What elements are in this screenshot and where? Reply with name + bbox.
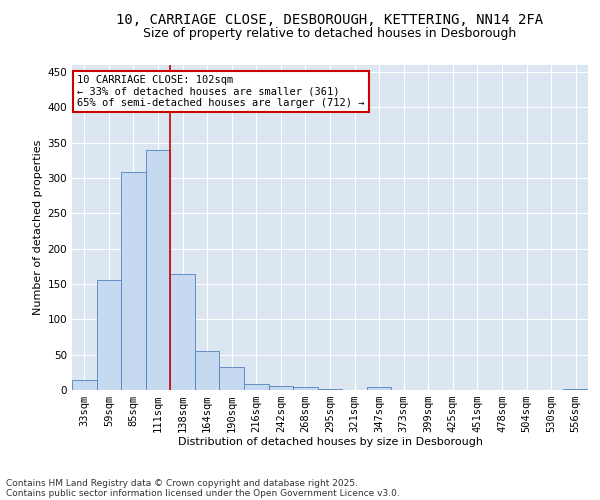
Text: 10, CARRIAGE CLOSE, DESBOROUGH, KETTERING, NN14 2FA: 10, CARRIAGE CLOSE, DESBOROUGH, KETTERIN… xyxy=(116,12,544,26)
Bar xyxy=(72,380,97,390)
Bar xyxy=(318,388,342,390)
Bar xyxy=(121,172,146,390)
Bar xyxy=(146,150,170,390)
Bar xyxy=(220,368,244,390)
Text: 10 CARRIAGE CLOSE: 102sqm
← 33% of detached houses are smaller (361)
65% of semi: 10 CARRIAGE CLOSE: 102sqm ← 33% of detac… xyxy=(77,74,365,108)
Bar xyxy=(195,351,220,390)
Text: Size of property relative to detached houses in Desborough: Size of property relative to detached ho… xyxy=(143,28,517,40)
Bar xyxy=(170,274,195,390)
Bar xyxy=(563,388,588,390)
Bar xyxy=(269,386,293,390)
Bar xyxy=(244,384,269,390)
Bar xyxy=(97,280,121,390)
Text: Contains HM Land Registry data © Crown copyright and database right 2025.: Contains HM Land Registry data © Crown c… xyxy=(6,478,358,488)
Y-axis label: Number of detached properties: Number of detached properties xyxy=(33,140,43,315)
X-axis label: Distribution of detached houses by size in Desborough: Distribution of detached houses by size … xyxy=(178,436,482,446)
Bar xyxy=(367,387,391,390)
Text: Contains public sector information licensed under the Open Government Licence v3: Contains public sector information licen… xyxy=(6,488,400,498)
Bar xyxy=(293,387,318,390)
